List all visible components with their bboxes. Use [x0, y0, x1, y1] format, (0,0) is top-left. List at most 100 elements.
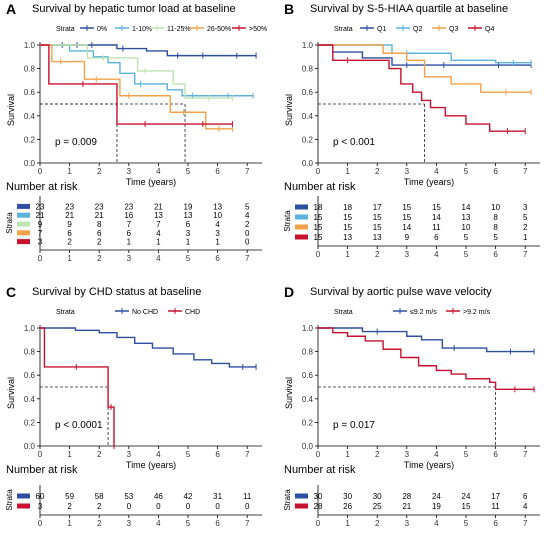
- risk-count: 0: [156, 502, 161, 511]
- risk-count: 19: [184, 202, 193, 211]
- risk-count: 2: [67, 238, 72, 247]
- risk-count: 11: [243, 492, 252, 501]
- risk-count: 3: [523, 203, 528, 212]
- y-tick-label: 0.0: [302, 159, 314, 168]
- x-tick-label: 2: [375, 450, 380, 459]
- risk-x-tick-label: 6: [493, 519, 498, 528]
- risk-count: 23: [36, 202, 45, 211]
- risk-count: 10: [491, 203, 500, 212]
- risk-count: 25: [373, 502, 382, 511]
- risk-count: 14: [462, 203, 471, 212]
- risk-row-swatch-2: [17, 221, 30, 227]
- x-tick-label: 6: [215, 167, 220, 176]
- risk-count: 24: [432, 492, 441, 501]
- risk-x-tick-label: 6: [215, 254, 220, 263]
- risk-table-title: Number at risk: [284, 464, 356, 476]
- risk-row-swatch-3: [295, 234, 308, 240]
- survival-curve-1: [40, 327, 115, 446]
- legend-label: 26-50%: [207, 26, 231, 33]
- risk-count: 23: [65, 202, 74, 211]
- risk-x-tick-label: 7: [523, 250, 528, 259]
- legend: Strata 0% 1-10% 11-25% 26-50% >50%: [56, 25, 267, 33]
- legend-label: Q2: [413, 26, 422, 33]
- p-value: p = 0.009: [55, 137, 97, 148]
- risk-count: 24: [462, 492, 471, 501]
- risk-x-tick-label: 7: [245, 519, 250, 528]
- risk-count: 9: [38, 220, 43, 229]
- risk-count: 6: [523, 492, 528, 501]
- risk-table-title: Number at risk: [284, 181, 356, 193]
- panel-a: A Survival by hepatic tumor load at basel…: [5, 1, 267, 263]
- risk-count: 31: [213, 492, 222, 501]
- risk-row-swatch-0: [17, 203, 30, 209]
- risk-count: 21: [36, 211, 45, 220]
- x-tick-label: 4: [156, 450, 161, 459]
- risk-count: 0: [215, 502, 220, 511]
- risk-count: 8: [97, 220, 102, 229]
- risk-row-swatch-1: [295, 503, 308, 509]
- risk-x-tick-label: 7: [245, 254, 250, 263]
- risk-count: 8: [493, 213, 498, 222]
- survival-curve-3: [318, 44, 526, 132]
- survival-curve-4: [40, 44, 233, 125]
- p-value: p < 0.001: [333, 137, 375, 148]
- y-tick-label: 0.2: [302, 418, 314, 427]
- risk-count: 6: [97, 229, 102, 238]
- risk-count: 60: [36, 492, 45, 501]
- legend: Strata ≤9.2 m/s >9.2 m/s: [334, 308, 491, 316]
- x-tick-label: 4: [434, 167, 439, 176]
- x-tick-label: 4: [434, 450, 439, 459]
- risk-row-swatch-1: [295, 214, 308, 220]
- chart-title: Survival by CHD status at baseline: [32, 286, 201, 298]
- risk-count: 15: [402, 203, 411, 212]
- risk-count: 0: [245, 502, 250, 511]
- risk-count: 13: [343, 233, 352, 242]
- risk-count: 14: [402, 223, 411, 232]
- risk-count: 15: [314, 213, 323, 222]
- risk-count: 13: [462, 213, 471, 222]
- risk-row-swatch-0: [17, 493, 30, 499]
- panel-c: C Survival by CHD status at baseline Strat…: [5, 284, 262, 528]
- panel-letter: C: [6, 284, 16, 300]
- risk-count: 15: [373, 213, 382, 222]
- risk-count: 3: [215, 229, 220, 238]
- legend-label: Q1: [377, 26, 386, 33]
- y-tick-label: 0.4: [24, 112, 36, 121]
- risk-count: 28: [314, 502, 323, 511]
- risk-x-tick-label: 1: [67, 254, 72, 263]
- risk-table-title: Number at risk: [6, 464, 78, 476]
- risk-count: 53: [124, 492, 133, 501]
- legend-title: Strata: [56, 309, 75, 316]
- x-tick-label: 7: [523, 450, 528, 459]
- risk-count: 4: [245, 211, 250, 220]
- survival-curve-2: [318, 44, 532, 93]
- risk-count: 15: [373, 223, 382, 232]
- y-axis-label: Survival: [284, 377, 294, 409]
- risk-count: 30: [373, 492, 382, 501]
- risk-count: 5: [464, 233, 469, 242]
- risk-count: 59: [65, 492, 74, 501]
- risk-count: 15: [343, 223, 352, 232]
- panel-letter: B: [284, 1, 294, 17]
- risk-count: 2: [97, 238, 102, 247]
- y-axis-label: Survival: [284, 94, 294, 126]
- risk-count: 0: [127, 502, 132, 511]
- x-tick-label: 5: [186, 450, 191, 459]
- risk-count: 10: [213, 211, 222, 220]
- chart-title: Survival by aortic pulse wave velocity: [310, 286, 492, 298]
- x-tick-label: 6: [493, 450, 498, 459]
- risk-count: 4: [523, 502, 528, 511]
- y-tick-label: 0.4: [302, 112, 314, 121]
- y-tick-label: 1.0: [24, 324, 36, 333]
- y-tick-label: 0.8: [302, 65, 314, 74]
- risk-count: 5: [523, 213, 528, 222]
- x-tick-label: 0: [316, 167, 321, 176]
- risk-count: 15: [432, 203, 441, 212]
- risk-count: 10: [462, 223, 471, 232]
- x-tick-label: 4: [156, 167, 161, 176]
- risk-count: 6: [186, 220, 191, 229]
- p-value: p = 0.017: [333, 420, 375, 431]
- risk-x-tick-label: 4: [156, 519, 161, 528]
- risk-count: 1: [215, 238, 220, 247]
- risk-count: 6: [67, 229, 72, 238]
